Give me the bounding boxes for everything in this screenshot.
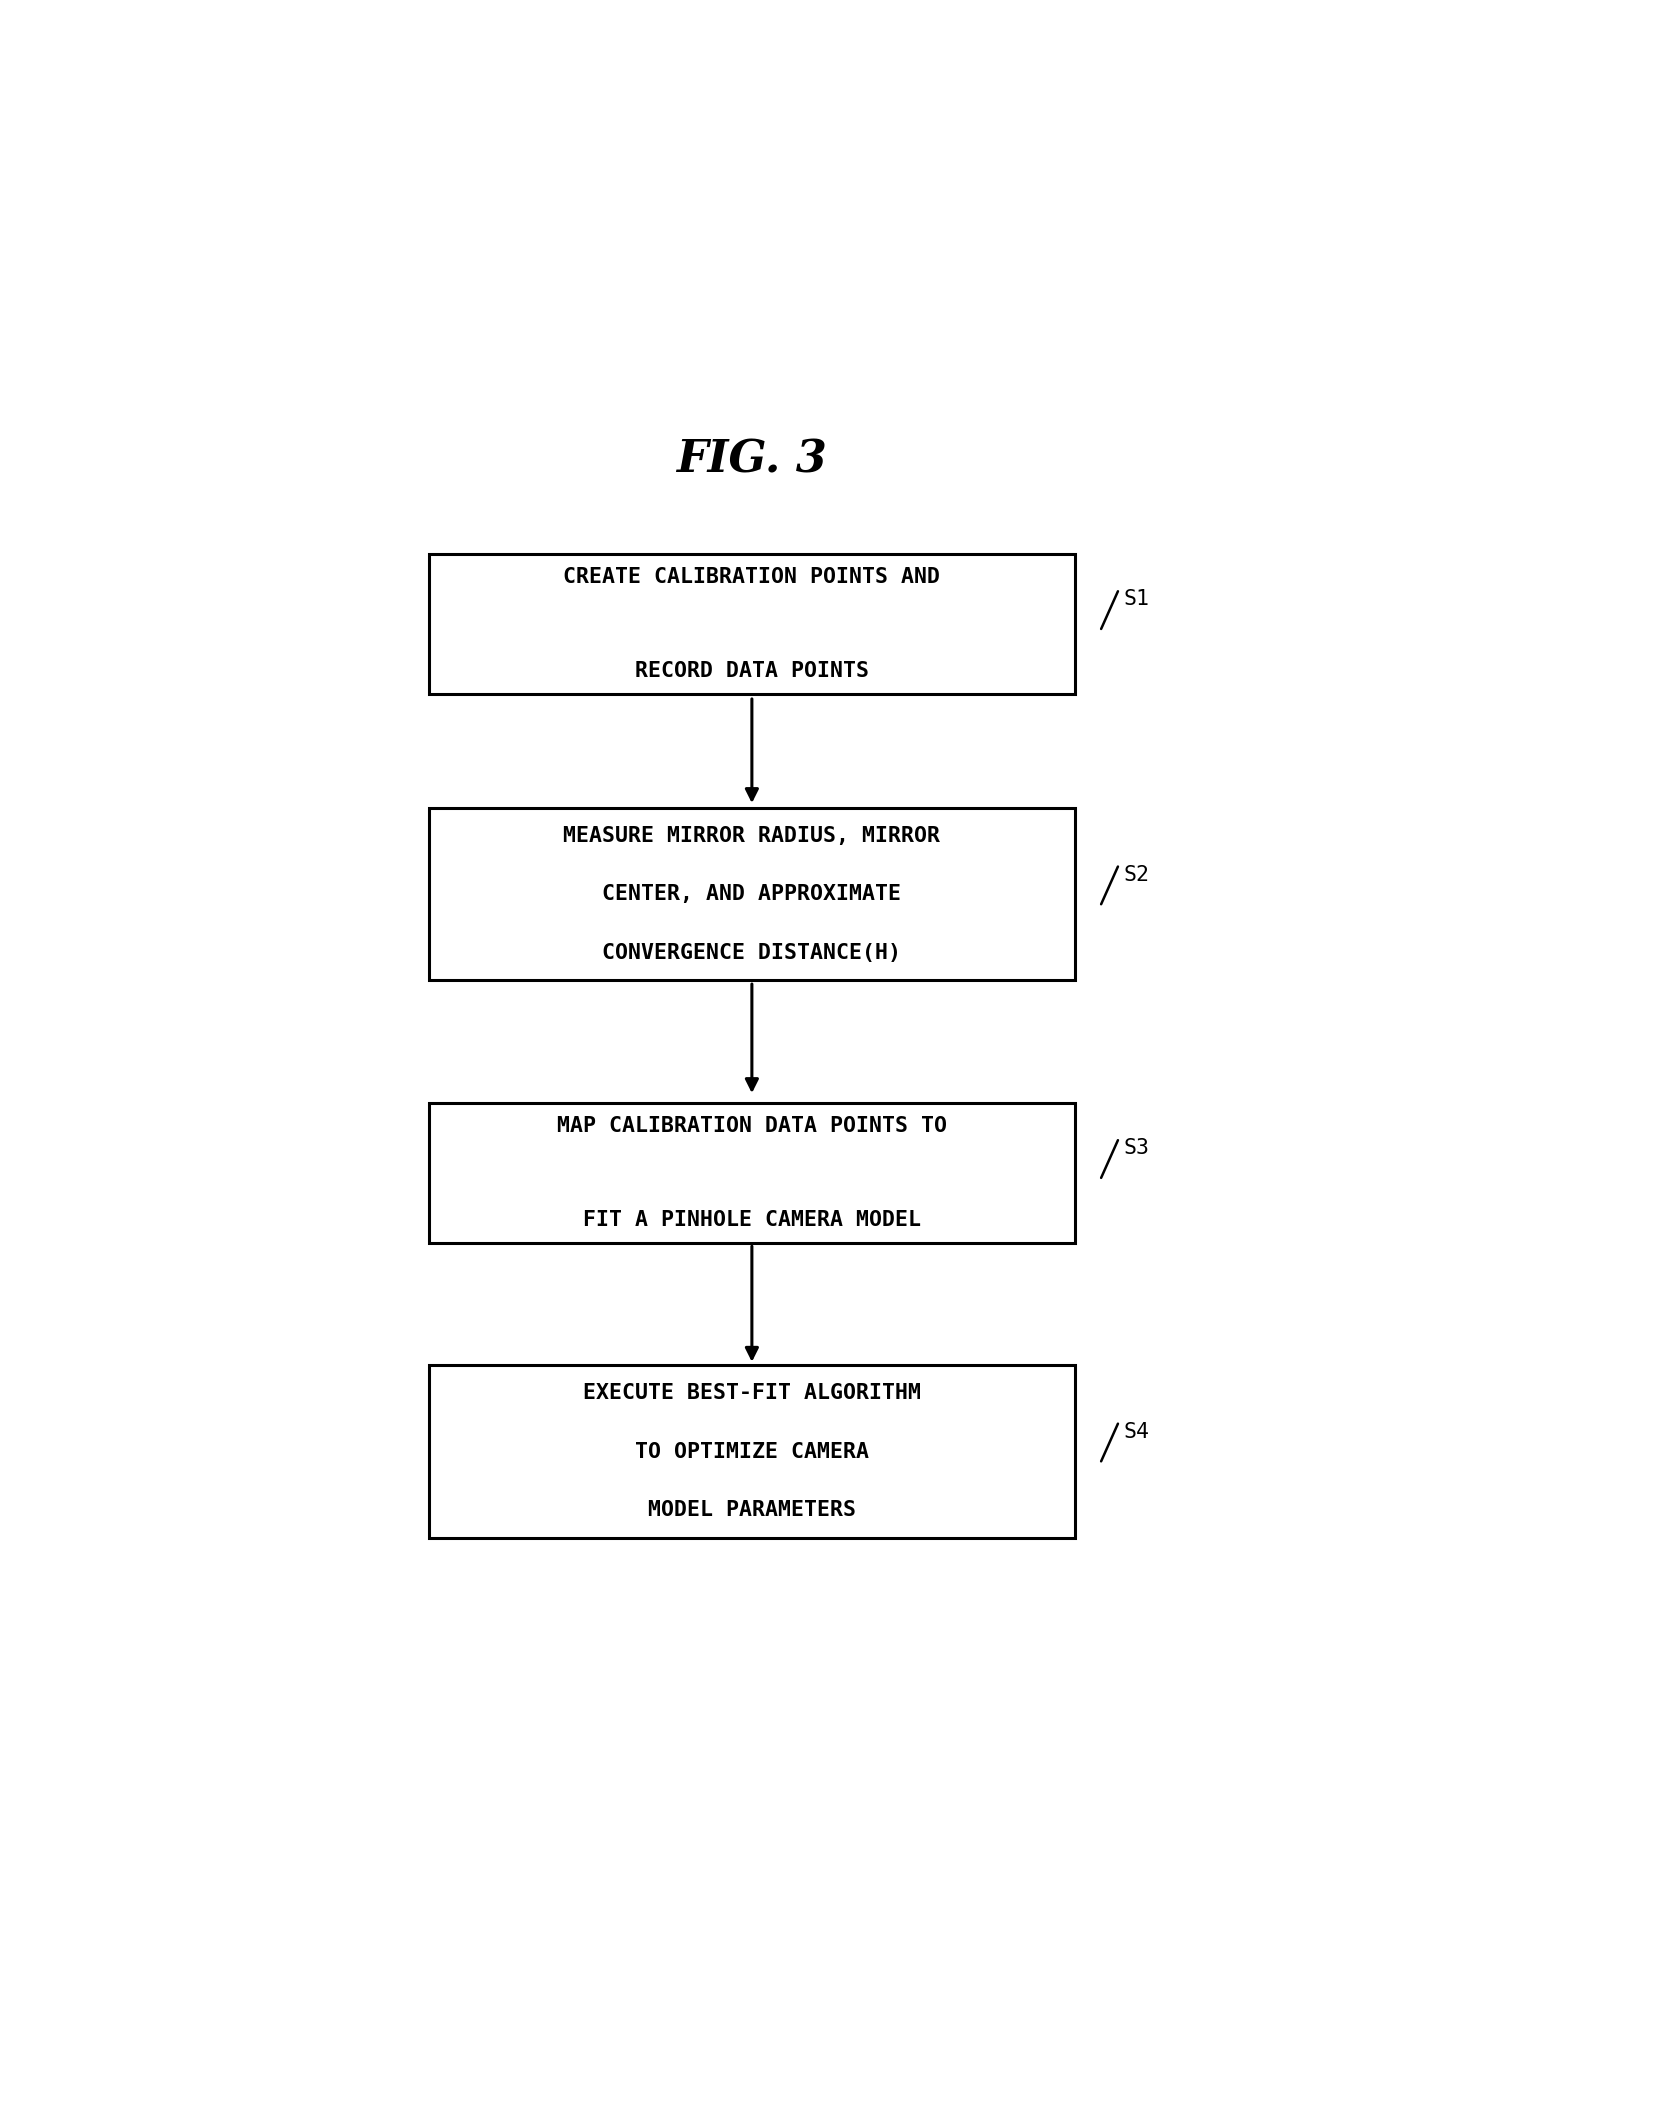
Text: S1: S1 [1123, 589, 1150, 609]
Text: MAP CALIBRATION DATA POINTS TO: MAP CALIBRATION DATA POINTS TO [557, 1115, 946, 1136]
Bar [429, 1366, 1075, 1539]
Bar [429, 809, 1075, 981]
Bar [429, 555, 1075, 694]
Text: S3: S3 [1123, 1138, 1150, 1158]
Text: CONVERGENCE DISTANCE(H): CONVERGENCE DISTANCE(H) [603, 943, 901, 962]
Text: CENTER, AND APPROXIMATE: CENTER, AND APPROXIMATE [603, 885, 901, 904]
Text: TO OPTIMIZE CAMERA: TO OPTIMIZE CAMERA [634, 1441, 870, 1462]
Text: MEASURE MIRROR RADIUS, MIRROR: MEASURE MIRROR RADIUS, MIRROR [564, 826, 940, 847]
Text: CREATE CALIBRATION POINTS AND: CREATE CALIBRATION POINTS AND [564, 566, 940, 587]
Text: MODEL PARAMETERS: MODEL PARAMETERS [648, 1500, 856, 1519]
Text: S2: S2 [1123, 864, 1150, 885]
Text: EXECUTE BEST-FIT ALGORITHM: EXECUTE BEST-FIT ALGORITHM [582, 1383, 921, 1402]
Text: FIG. 3: FIG. 3 [676, 438, 828, 481]
Text: S4: S4 [1123, 1422, 1150, 1443]
Text: FIT A PINHOLE CAMERA MODEL: FIT A PINHOLE CAMERA MODEL [582, 1211, 921, 1230]
Text: RECORD DATA POINTS: RECORD DATA POINTS [634, 662, 870, 681]
Bar [429, 1102, 1075, 1243]
